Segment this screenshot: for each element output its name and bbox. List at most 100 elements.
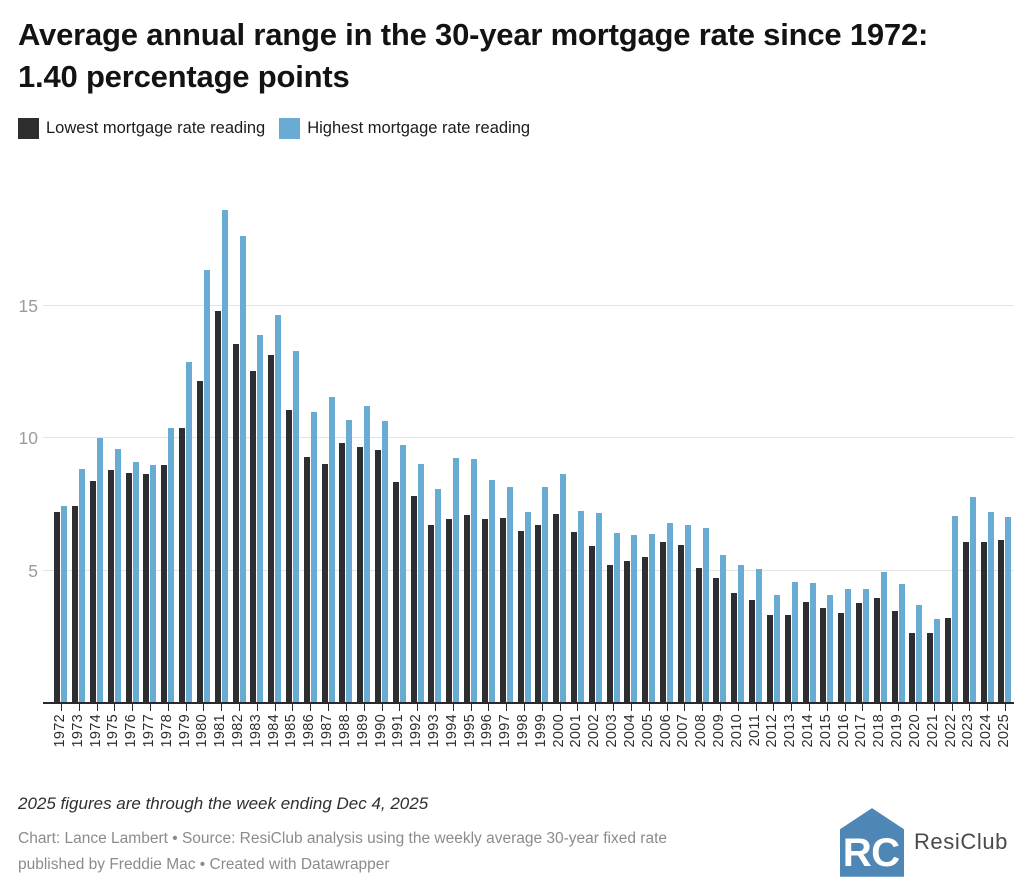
x-tick-2020 — [915, 704, 917, 711]
year-group-2007: 2007 — [675, 183, 693, 747]
svg-text:C: C — [871, 830, 900, 875]
year-group-2016: 2016 — [836, 183, 854, 747]
year-group-1991: 1991 — [390, 183, 408, 747]
x-label-2008: 2008 — [693, 714, 710, 748]
bar-lowest-1973 — [72, 506, 79, 703]
x-tick-1988 — [345, 704, 347, 711]
x-tick-1975 — [114, 704, 116, 711]
bar-lowest-1981 — [214, 311, 221, 703]
x-tick-2013 — [791, 704, 793, 711]
bar-lowest-2021 — [927, 632, 934, 703]
x-tick-1997 — [506, 704, 508, 711]
year-group-1986: 1986 — [301, 183, 319, 747]
legend-swatch-highest — [279, 118, 301, 139]
x-label-1986: 1986 — [301, 714, 318, 748]
bar-highest-2002 — [595, 513, 602, 703]
resiclub-wordmark: ResiClub — [913, 829, 1008, 854]
bar-lowest-1987 — [321, 464, 328, 703]
year-group-2013: 2013 — [782, 183, 800, 747]
x-tick-2007 — [684, 704, 686, 711]
bar-highest-1989 — [364, 406, 371, 703]
x-label-2020: 2020 — [906, 714, 923, 748]
x-label-1979: 1979 — [176, 714, 193, 748]
year-group-1994: 1994 — [444, 183, 462, 747]
bar-lowest-1998 — [517, 531, 524, 703]
bar-lowest-2023 — [962, 541, 969, 703]
year-group-2015: 2015 — [818, 183, 836, 747]
bar-lowest-2013 — [784, 614, 791, 703]
x-tick-2006 — [666, 704, 668, 711]
bar-lowest-2020 — [909, 632, 916, 703]
x-tick-1979 — [185, 704, 187, 711]
bar-lowest-1986 — [303, 457, 310, 703]
bar-lowest-2009 — [713, 578, 720, 703]
year-group-1977: 1977 — [141, 183, 159, 747]
bar-highest-2023 — [969, 496, 976, 703]
year-group-2025: 2025 — [996, 183, 1014, 747]
bar-lowest-1977 — [143, 474, 150, 703]
x-label-1990: 1990 — [372, 714, 389, 748]
bar-lowest-2024 — [980, 542, 987, 703]
bar-highest-2007 — [684, 524, 691, 703]
bar-lowest-1979 — [179, 428, 186, 703]
x-tick-2001 — [577, 704, 579, 711]
x-tick-1981 — [221, 704, 223, 711]
bar-lowest-1992 — [410, 495, 417, 703]
bar-highest-1995 — [471, 459, 478, 703]
bar-highest-1986 — [310, 412, 317, 703]
bar-highest-2014 — [809, 583, 816, 703]
x-label-2013: 2013 — [782, 714, 799, 748]
x-label-2010: 2010 — [728, 714, 745, 748]
year-group-1974: 1974 — [88, 183, 106, 747]
year-group-1988: 1988 — [337, 183, 355, 747]
svg-text:R: R — [843, 830, 872, 875]
bar-highest-1980 — [203, 270, 210, 703]
bar-lowest-1983 — [250, 370, 257, 703]
x-label-2024: 2024 — [978, 714, 995, 748]
x-label-2022: 2022 — [942, 714, 959, 748]
x-tick-2011 — [755, 704, 757, 711]
bar-highest-2004 — [631, 535, 638, 703]
bar-lowest-1984 — [268, 355, 275, 703]
x-label-2023: 2023 — [960, 714, 977, 748]
x-label-2003: 2003 — [604, 714, 621, 748]
x-label-1974: 1974 — [87, 714, 104, 748]
bar-highest-2006 — [667, 523, 674, 703]
x-tick-1991 — [399, 704, 401, 711]
x-label-2016: 2016 — [835, 714, 852, 748]
bar-lowest-2011 — [749, 599, 756, 703]
year-group-1973: 1973 — [70, 183, 88, 747]
year-group-2009: 2009 — [711, 183, 729, 747]
bar-lowest-1995 — [464, 514, 471, 703]
bar-lowest-1996 — [481, 519, 488, 703]
legend-label-highest: Highest mortgage rate reading — [307, 119, 531, 137]
year-group-2008: 2008 — [693, 183, 711, 747]
x-tick-2010 — [737, 704, 739, 711]
bar-highest-2001 — [577, 511, 584, 703]
plot-area: 1972 1973 1974 1975 1976 1977 1978 1979 1980 1981… — [43, 183, 1014, 747]
x-tick-1995 — [470, 704, 472, 711]
x-tick-2025 — [1004, 704, 1006, 711]
footnote: 2025 figures are through the week ending… — [18, 794, 429, 813]
bar-highest-2020 — [916, 604, 923, 703]
x-tick-1977 — [149, 704, 151, 711]
x-tick-1972 — [60, 704, 62, 711]
x-tick-1992 — [417, 704, 419, 711]
year-group-2011: 2011 — [747, 183, 765, 746]
x-label-1975: 1975 — [105, 714, 122, 748]
x-label-2018: 2018 — [871, 714, 888, 748]
bar-highest-1988 — [346, 419, 353, 703]
bar-lowest-2019 — [891, 610, 898, 703]
bar-lowest-1993 — [428, 524, 435, 703]
bar-lowest-1997 — [499, 518, 506, 703]
x-label-1982: 1982 — [230, 714, 247, 748]
year-group-2005: 2005 — [640, 183, 658, 747]
bar-lowest-1980 — [196, 380, 203, 703]
year-group-1976: 1976 — [123, 183, 141, 747]
year-group-2001: 2001 — [568, 183, 587, 747]
x-tick-1986 — [310, 704, 312, 711]
x-tick-2003 — [613, 704, 615, 711]
bar-lowest-2022 — [945, 617, 952, 703]
x-label-1996: 1996 — [479, 714, 496, 748]
x-tick-2005 — [648, 704, 650, 711]
